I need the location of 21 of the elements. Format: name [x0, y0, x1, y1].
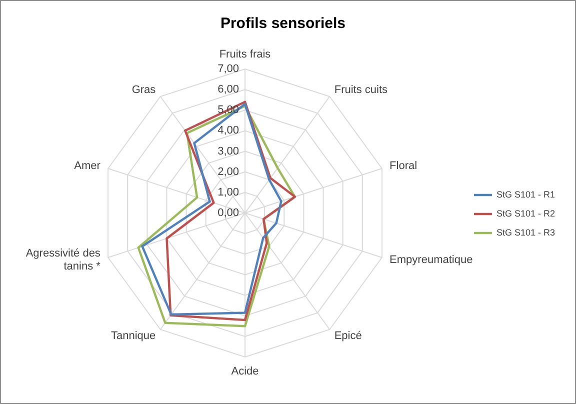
- spoke-label: Amer: [74, 160, 101, 172]
- spoke-label: Fruits frais: [219, 48, 272, 61]
- spoke-label: Agressivité des tanins *: [26, 248, 102, 272]
- y-tick-label: 7,00: [218, 63, 239, 76]
- legend-label: StG S101 - R3: [496, 227, 556, 238]
- legend-label: StG S101 - R2: [496, 208, 556, 218]
- spoke-label: Fruits cuits: [334, 84, 388, 96]
- spoke-label: Tannique: [111, 330, 156, 342]
- y-tick-label: 0,00: [218, 207, 239, 220]
- y-tick-label: 4,00: [218, 124, 239, 137]
- spoke-label: Floral: [390, 160, 418, 172]
- spoke-label: Acide: [231, 366, 259, 378]
- legend-label: StG S101 - R1: [496, 189, 556, 200]
- chart-title: Profils sensoriels: [220, 15, 346, 32]
- y-tick-label: 1,00: [218, 186, 239, 198]
- y-tick-label: 2,00: [218, 166, 239, 178]
- spoke-label: Epicé: [334, 330, 362, 342]
- y-tick-label: 3,00: [218, 145, 239, 158]
- spoke-label: Empyreumatique: [390, 254, 473, 266]
- y-tick-label: 6,00: [218, 84, 239, 96]
- spoke-label: Gras: [132, 84, 156, 96]
